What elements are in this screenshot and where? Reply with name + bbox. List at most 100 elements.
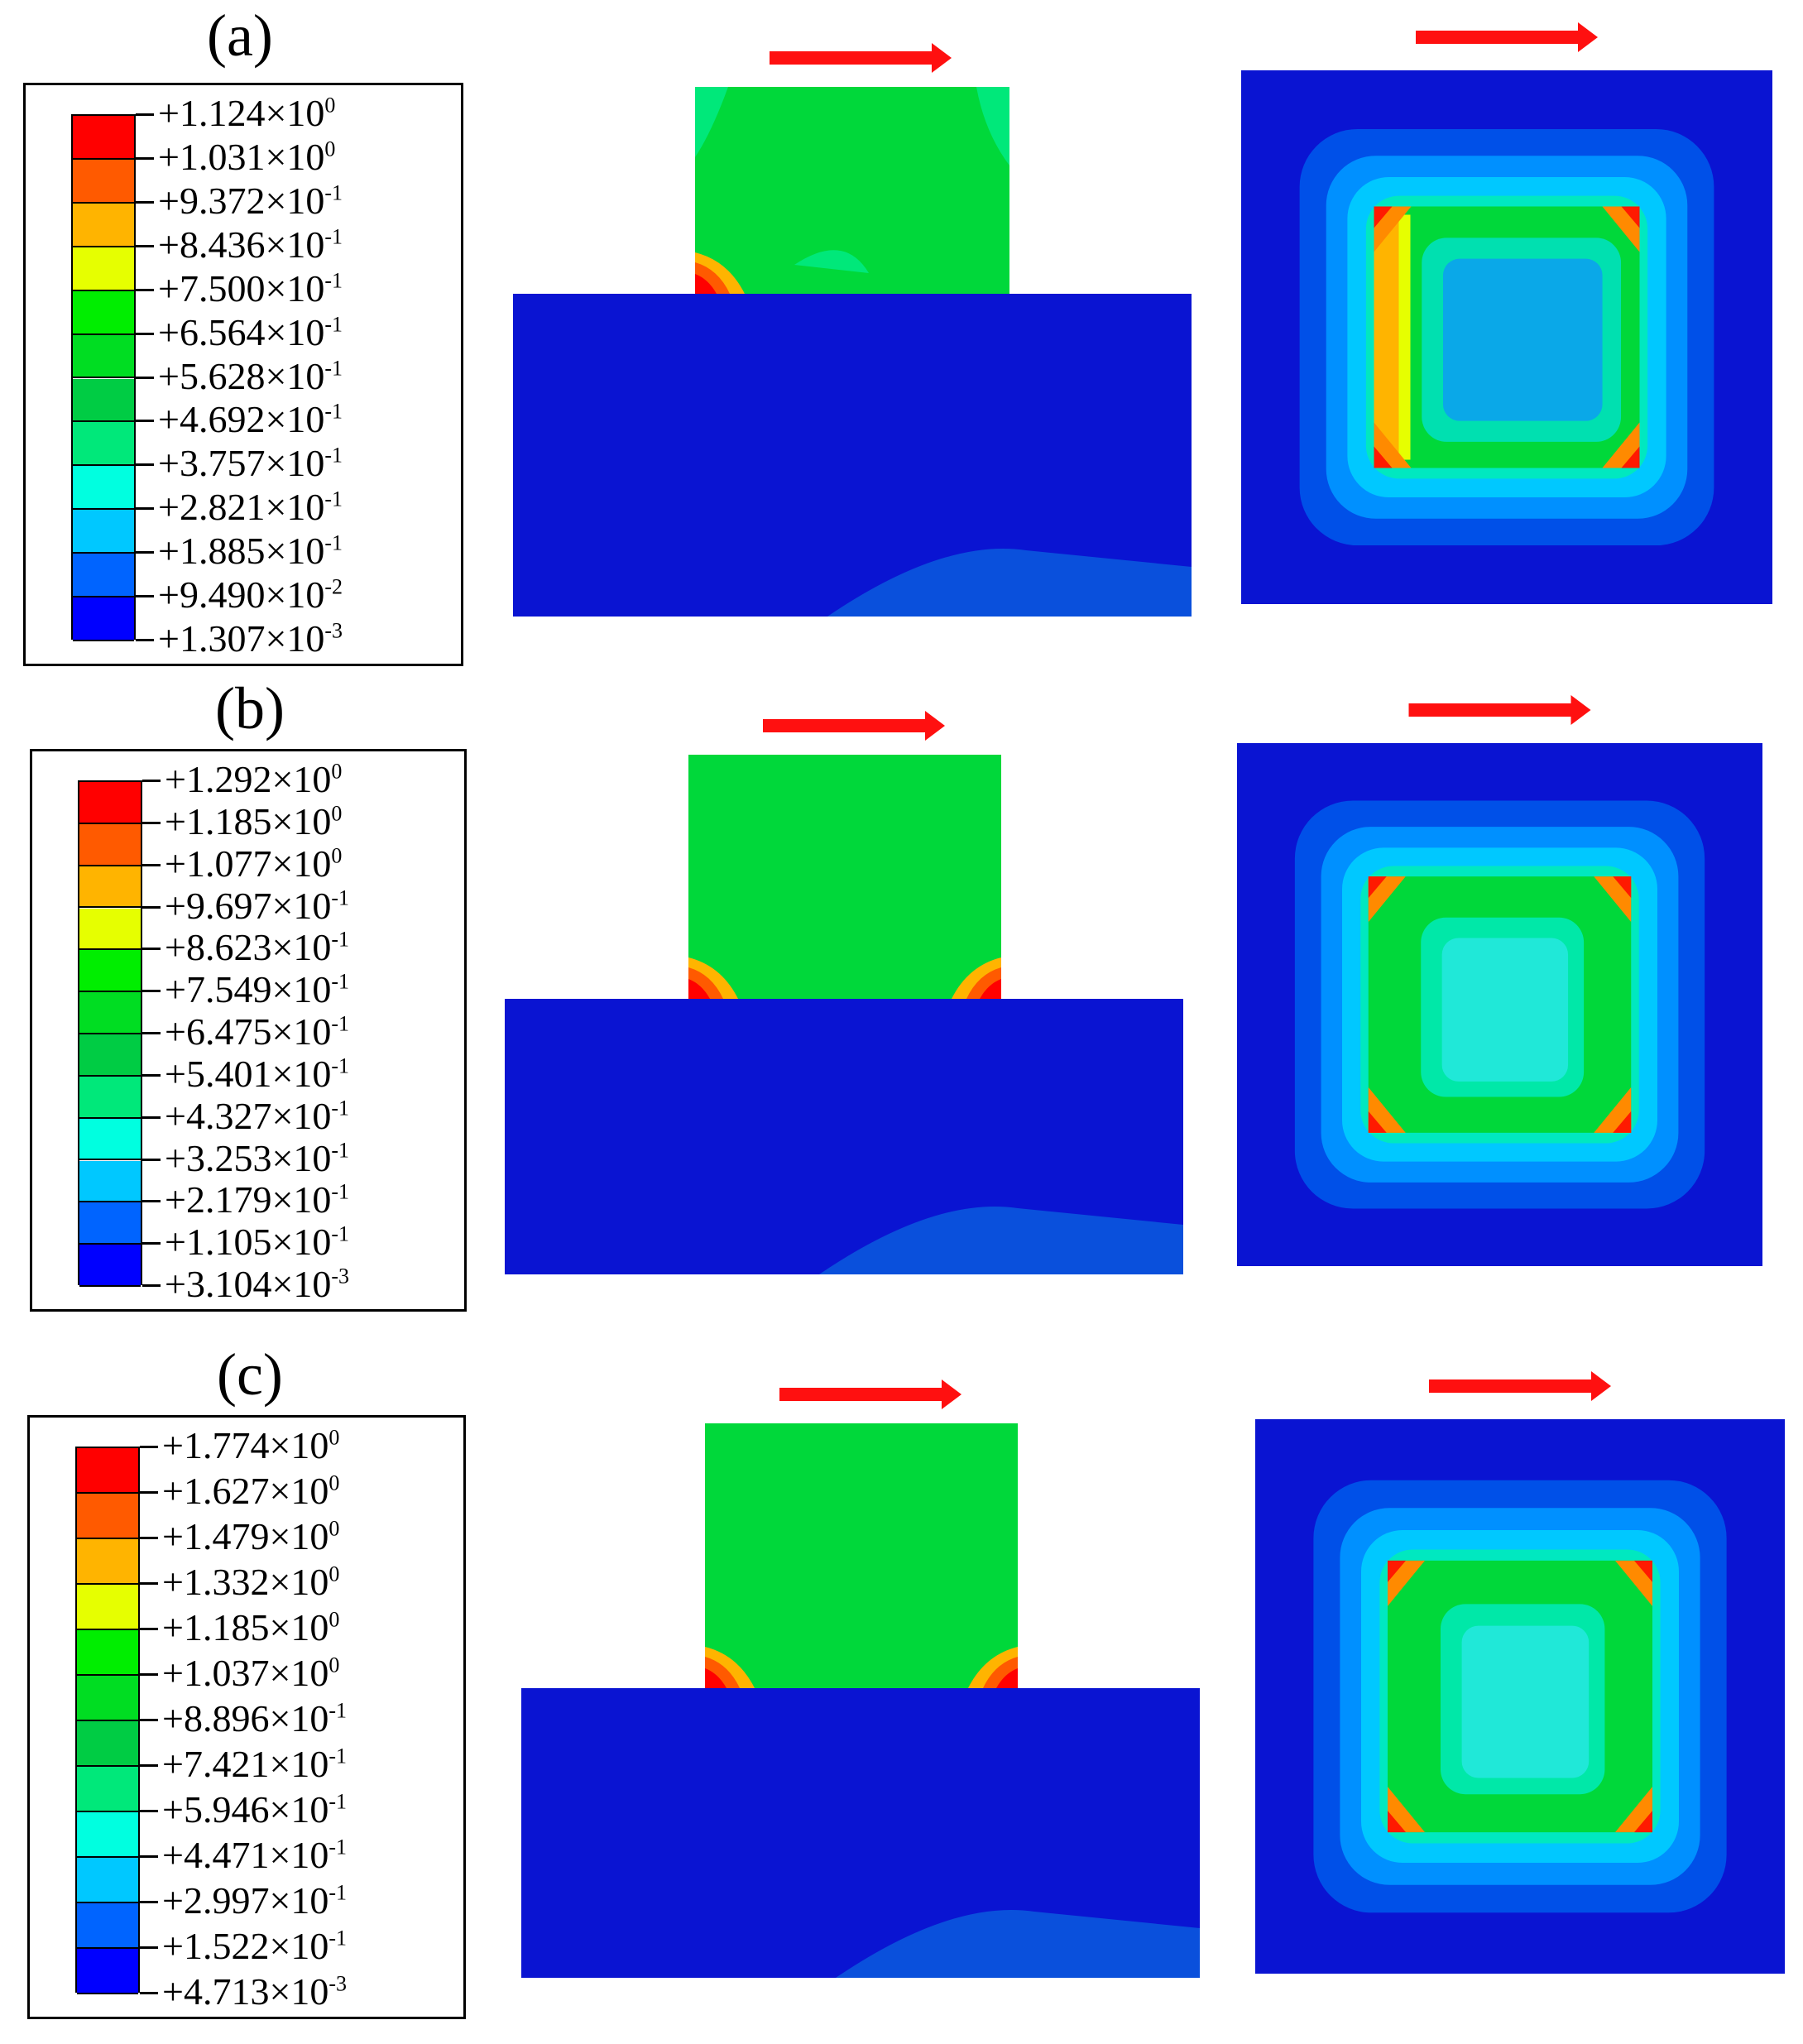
- legend-tick: [140, 1446, 158, 1448]
- stress-hotspot-core: [996, 1668, 1018, 1688]
- corner-hotspot: [1388, 1560, 1425, 1606]
- block-inner-region: [794, 250, 869, 273]
- legend-value-label: +1.332×100: [162, 1563, 339, 1601]
- legend-exponent: -1: [328, 1789, 348, 1814]
- legend-tick: [140, 1901, 158, 1903]
- legend-exponent: -2: [324, 574, 343, 599]
- legend-swatch: [73, 116, 134, 160]
- legend-value-label: +5.946×10-1: [162, 1791, 347, 1829]
- legend-exponent: -1: [331, 1221, 350, 1246]
- legend-tick: [140, 1992, 158, 1994]
- legend-tick: [136, 244, 154, 247]
- legend-tick: [136, 507, 154, 511]
- legend-tick: [140, 1537, 158, 1539]
- corner-hotspot: [1594, 1087, 1632, 1133]
- legend-tick: [140, 1673, 158, 1676]
- base-slab: [505, 999, 1183, 1274]
- legend-swatch: [79, 1118, 141, 1161]
- legend-exponent: -1: [324, 356, 343, 381]
- legend-swatch: [79, 1076, 141, 1119]
- stress-hotspot-mid: [688, 967, 723, 999]
- legend-tick: [140, 1810, 158, 1812]
- legend-tick: [136, 463, 154, 467]
- legend-tick: [136, 113, 154, 116]
- legend-mantissa: +4.692×10: [158, 398, 325, 441]
- legend-tick: [140, 1719, 158, 1721]
- block-corner-region: [976, 87, 1009, 166]
- legend-swatch: [73, 247, 134, 291]
- legend-exponent: -1: [328, 1880, 348, 1905]
- legend-swatch: [79, 1160, 141, 1203]
- legend-value-label: +9.372×10-1: [158, 180, 343, 220]
- legend-tick: [142, 1032, 161, 1034]
- legend-mantissa: +1.292×10: [165, 758, 332, 800]
- legend-mantissa: +1.774×10: [162, 1424, 329, 1466]
- corner-hotspot-core: [1621, 206, 1640, 228]
- legend-value-label: +2.997×10-1: [162, 1882, 347, 1920]
- block-corner-region: [695, 87, 728, 157]
- stress-hotspot-outer: [688, 957, 738, 999]
- edge-stress-band: [1374, 206, 1399, 468]
- legend-swatch: [73, 422, 134, 467]
- legend-exponent: -1: [324, 487, 343, 511]
- legend-exponent: -1: [331, 885, 350, 910]
- stress-hotspot-mid: [983, 1657, 1018, 1688]
- legend-exponent: -1: [324, 180, 343, 205]
- stress-hotspot-mid: [705, 1657, 740, 1688]
- legend-mantissa: +5.628×10: [158, 354, 325, 397]
- legend-value-label: +1.037×100: [162, 1654, 339, 1692]
- corner-hotspot-core: [1388, 1811, 1406, 1833]
- legend-swatch: [73, 203, 134, 247]
- legend-exponent: -3: [324, 618, 343, 643]
- legend-tick: [142, 1200, 161, 1203]
- legend-mantissa: +7.500×10: [158, 266, 325, 309]
- corner-hotspot: [1374, 206, 1412, 252]
- legend-mantissa: +4.327×10: [165, 1094, 332, 1137]
- corner-hotspot-core: [1613, 1111, 1632, 1133]
- color-legend: +1.292×100 +1.185×100 +1.077×100 +9.697×10-…: [30, 749, 467, 1312]
- legend-value-label: +2.821×10-1: [158, 488, 343, 526]
- legend-exponent: 0: [331, 759, 343, 784]
- legend-tick: [142, 863, 161, 866]
- legend-value-label: +5.628×10-1: [158, 357, 343, 396]
- legend-tick: [136, 551, 154, 554]
- legend-swatch: [73, 466, 134, 511]
- legend-exponent: -1: [328, 1698, 348, 1723]
- legend-exponent: -1: [324, 444, 343, 468]
- legend-value-label: +4.471×10-1: [162, 1836, 347, 1874]
- legend-mantissa: +3.104×10: [165, 1263, 332, 1305]
- legend-swatch: [73, 510, 134, 554]
- legend-value-label: +1.307×10-3: [158, 620, 343, 658]
- legend-mantissa: +1.037×10: [162, 1652, 329, 1694]
- stress-hotspot-mid: [966, 967, 1001, 999]
- legend-exponent: -3: [331, 1264, 350, 1288]
- legend-exponent: 0: [328, 1653, 340, 1677]
- legend-exponent: -1: [331, 1096, 350, 1120]
- legend-swatch: [77, 1903, 138, 1949]
- legend-value-label: +9.490×10-2: [158, 576, 343, 614]
- legend-exponent: -1: [324, 268, 343, 293]
- legend-value-label: +1.522×10-1: [162, 1927, 347, 1965]
- legend-tick: [142, 1073, 161, 1077]
- legend-value-label: +1.479×100: [162, 1518, 339, 1556]
- stress-hotspot-mid: [695, 262, 730, 294]
- legend-swatch-column: [71, 114, 136, 641]
- legend-swatch: [73, 334, 134, 379]
- legend-mantissa: +1.307×10: [158, 617, 325, 660]
- corner-hotspot-core: [1388, 1560, 1406, 1582]
- load-arrow-shaft: [1429, 1379, 1593, 1393]
- legend-mantissa: +2.821×10: [158, 486, 325, 529]
- corner-hotspot-core: [1374, 446, 1393, 468]
- load-arrow-head: [925, 711, 945, 741]
- top-view-contour: [1255, 1371, 1785, 1974]
- inner-core-region: [1441, 938, 1569, 1082]
- load-arrow-shaft: [1408, 703, 1573, 717]
- base-slab: [513, 294, 1192, 617]
- legend-exponent: -1: [324, 400, 343, 425]
- legend-value-label: +3.104×10-3: [165, 1265, 349, 1303]
- legend-mantissa: +7.421×10: [162, 1743, 329, 1785]
- corner-hotspot: [1374, 422, 1412, 468]
- legend-value-label: +7.549×10-1: [165, 971, 349, 1009]
- legend-swatch: [79, 1034, 141, 1077]
- legend-swatch: [77, 1767, 138, 1812]
